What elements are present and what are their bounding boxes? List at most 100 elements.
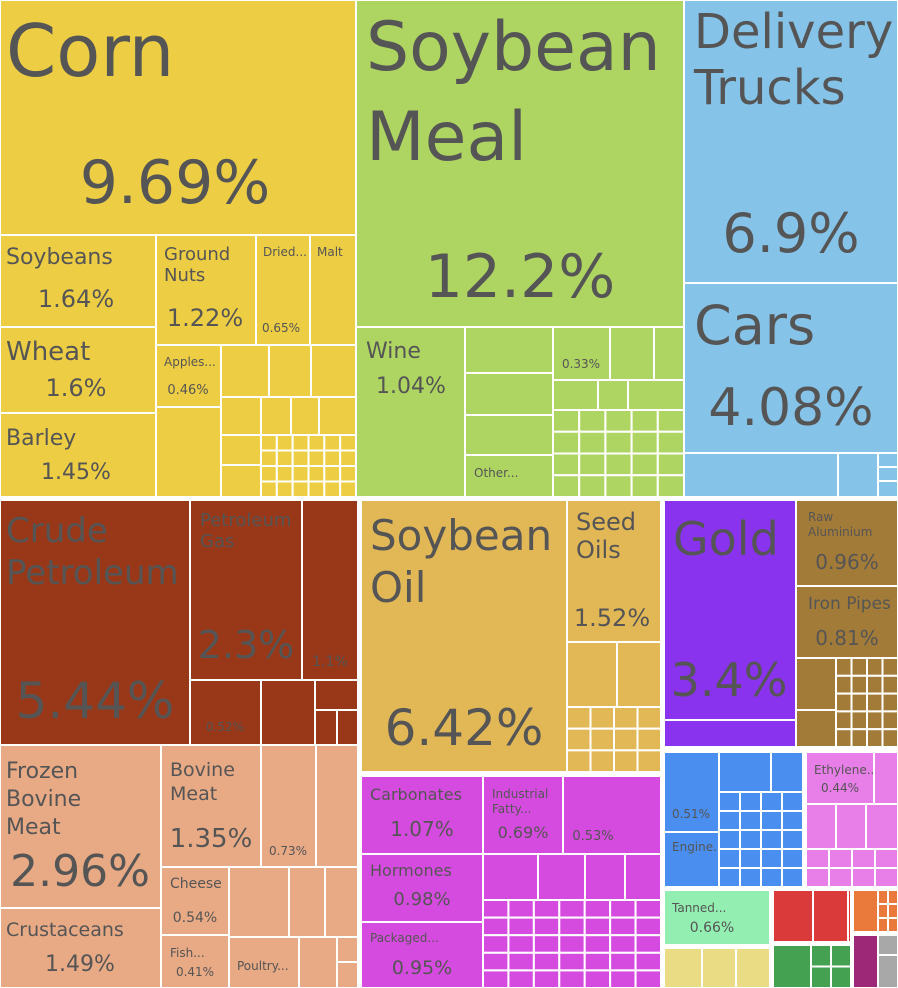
tile-oils-small <box>566 641 618 708</box>
tile-chemical-small <box>558 916 586 937</box>
corn-label: Corn <box>6 9 174 93</box>
crustaceans-value: 1.49% <box>45 952 115 977</box>
tile-oils-small <box>566 749 592 773</box>
tile-vegetable-small <box>220 396 262 436</box>
bovine-meat-value: 1.35% <box>170 824 253 854</box>
soybean-oil-value: 6.42% <box>385 699 544 757</box>
tile-chemical-small <box>634 916 662 937</box>
delivery-trucks-value: 6.9% <box>722 202 859 265</box>
wheat-value: 1.6% <box>46 374 107 402</box>
tile-cheese <box>160 866 230 936</box>
tile-metals-small <box>866 728 884 749</box>
soybean-meal-value: 12.2% <box>425 242 616 312</box>
tile-metals-small <box>881 674 898 695</box>
tile-vegetable-small <box>290 396 320 436</box>
tile-vegetable-small <box>275 480 294 498</box>
tile-animal-small <box>315 744 359 868</box>
tile-chemical-small <box>482 951 510 972</box>
tile-vegetable-small <box>307 449 326 467</box>
tile-vegetable-small <box>291 449 310 467</box>
tile-oils-small <box>589 749 615 773</box>
tile-mineral-11 <box>301 499 359 681</box>
tile-wheat <box>0 326 157 414</box>
tile-machines-small <box>760 810 783 831</box>
tile-foodstuffs-small <box>464 414 554 456</box>
tile-chemical-small <box>609 951 637 972</box>
tile-chemical-small <box>482 969 510 988</box>
crustaceans-label: Crustaceans <box>6 919 124 941</box>
tile-metals-small <box>866 674 884 695</box>
animal-073-value: 0.73% <box>269 844 307 858</box>
tile-metals-small <box>850 657 868 677</box>
tile-chemical-small <box>532 916 561 937</box>
tile-metals-small <box>881 692 898 713</box>
tile-stone <box>852 889 879 933</box>
tile-metals-small <box>866 657 884 677</box>
tile-crude-petroleum <box>0 499 191 746</box>
ethylene-value: 0.44% <box>821 781 859 795</box>
tile-foodstuffs-small <box>630 409 659 433</box>
tile-plastics-small <box>873 751 898 805</box>
tile-chemical-small <box>507 951 535 972</box>
tile-vegetable-small <box>339 465 357 483</box>
tile-chemical-053 <box>562 775 662 855</box>
apples-value: 0.46% <box>167 383 208 398</box>
tile-metals-small <box>866 710 884 731</box>
tile-vegetable-small <box>307 480 326 498</box>
tile-chemical-small <box>634 951 662 972</box>
tile-vegetable-small <box>323 465 342 483</box>
tile-foodstuffs-small <box>627 379 685 411</box>
tile-packaged <box>360 921 484 988</box>
tile-vegetable-small <box>260 396 292 436</box>
soybean-oil-label: Soybean Oil <box>370 511 552 612</box>
tile-vegetable-small <box>339 480 357 498</box>
seed-oils-value: 1.52% <box>574 604 650 632</box>
tile-machines-small <box>770 751 804 793</box>
tile-machines-small <box>718 751 772 793</box>
tile-animal-small <box>288 866 326 938</box>
packaged-value: 0.95% <box>392 957 452 979</box>
iron-pipes-label: Iron Pipes <box>808 594 891 614</box>
tile-oils-small <box>636 749 662 773</box>
tile-chemical-small <box>634 934 662 954</box>
tile-foodstuffs-small <box>552 379 599 411</box>
tile-animal-small <box>336 961 359 988</box>
tile-cars <box>683 282 898 454</box>
tile-metals-small <box>835 692 853 713</box>
tile-footwear <box>852 934 879 988</box>
tile-chemical-small <box>583 899 612 919</box>
dried-value: 0.65% <box>262 321 300 335</box>
tile-chemical-small <box>558 969 586 988</box>
tile-foodstuffs-small <box>578 430 607 455</box>
tanned-value: 0.66% <box>690 920 734 936</box>
delivery-trucks-label: Delivery Trucks <box>693 4 893 116</box>
soybean-meal-label: Soybean Meal <box>366 8 661 177</box>
tile-barley <box>0 412 157 498</box>
tile-plastics-small <box>828 867 853 888</box>
tile-chemical-small <box>609 934 637 954</box>
tile-plastics-small <box>851 848 876 869</box>
tile-chemical-small <box>532 934 561 954</box>
tile-machines-small <box>760 829 783 850</box>
tile-stone <box>877 903 889 919</box>
ground-nuts-value: 1.22% <box>167 304 243 332</box>
tile-crustaceans <box>0 907 162 988</box>
tile-foodstuffs-small <box>604 452 633 477</box>
tile-foodstuffs-small <box>653 326 685 381</box>
tile-paper <box>830 965 852 988</box>
tile-transportation-small <box>837 452 879 498</box>
tile-chemical-small <box>482 934 510 954</box>
tile-foodstuffs-small <box>604 474 633 498</box>
tile-chemical-small <box>507 934 535 954</box>
tile-engine <box>663 831 720 888</box>
tile-foodstuffs-small <box>609 326 655 381</box>
tile-machines-051 <box>663 751 720 833</box>
tile-chemical-small <box>583 934 612 954</box>
tile-vegetable-small <box>291 465 310 483</box>
tile-machines-small <box>718 829 741 850</box>
tile-apples <box>155 344 222 408</box>
fish-label: Fish... <box>170 946 205 960</box>
barley-value: 1.45% <box>41 460 111 485</box>
wine-label: Wine <box>366 339 421 364</box>
